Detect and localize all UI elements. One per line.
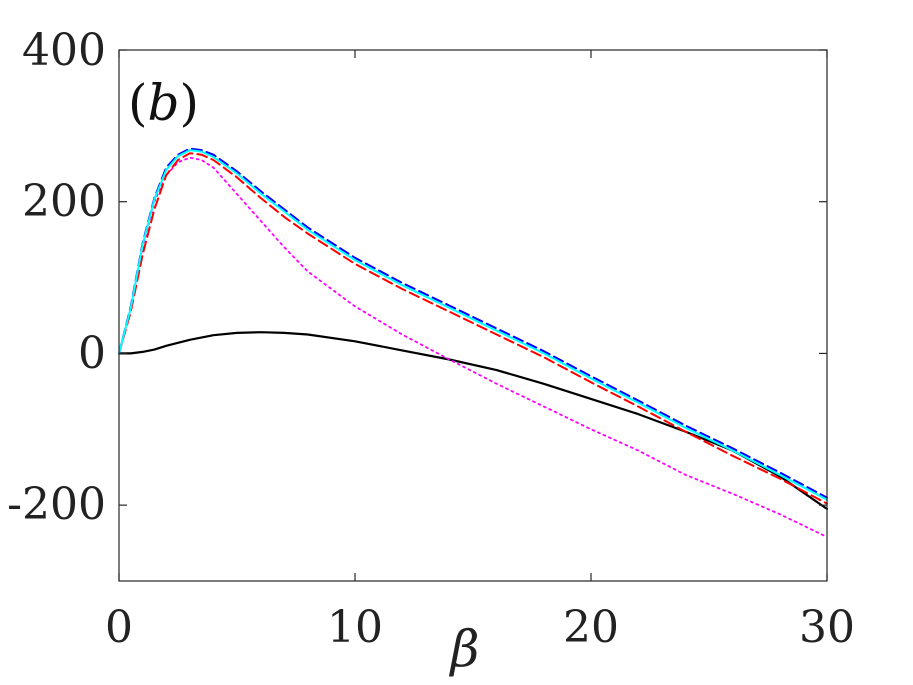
panel-label-close: ): [180, 74, 200, 132]
panel-label-letter: b: [148, 74, 180, 132]
series-line-4: [118, 149, 828, 501]
x-tick-label-20: 20: [563, 602, 619, 653]
x-tick-label-0: 0: [105, 602, 133, 653]
x-tick-label-10: 10: [327, 602, 383, 653]
series-line-2: [118, 152, 828, 505]
y-tick-label-200: 200: [22, 176, 106, 227]
tick-layer: [118, 49, 828, 581]
x-axis-label: β: [449, 620, 480, 678]
y-tick-label-400: 400: [22, 25, 106, 76]
y-tick-label-0: 0: [78, 328, 106, 379]
y-tick-label-neg200: -200: [7, 479, 106, 530]
panel-label: (b): [128, 74, 199, 132]
panel-label-open: (: [128, 74, 148, 132]
series-layer: [117, 147, 829, 538]
series-line-0: [117, 331, 829, 510]
axes-frame: [118, 49, 828, 582]
plot-area: [119, 50, 827, 581]
x-tick-label-30: 30: [799, 602, 855, 653]
